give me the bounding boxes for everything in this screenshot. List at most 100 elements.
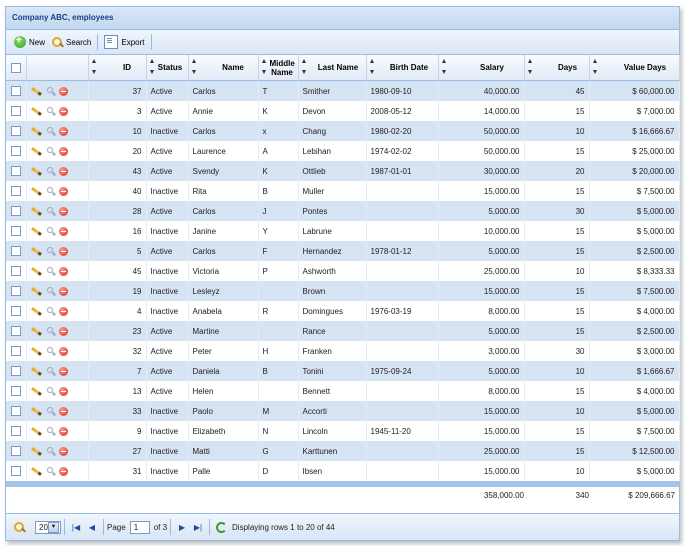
table-row[interactable]: 45 Inactive Victoria P Ashworth 25,000.00 10 $ … (6, 261, 680, 281)
delete-icon[interactable] (58, 286, 68, 296)
sort-icon[interactable] (369, 59, 375, 74)
row-checkbox[interactable] (10, 466, 21, 476)
sort-icon[interactable] (527, 59, 533, 74)
magnifier-icon[interactable] (46, 466, 56, 476)
table-row[interactable]: 37 Active Carlos T Smither 1980-09-10 40,000.0… (6, 80, 680, 101)
delete-icon[interactable] (58, 426, 68, 436)
delete-icon[interactable] (58, 406, 68, 416)
magnifier-icon[interactable] (46, 126, 56, 136)
select-all-header[interactable] (6, 55, 27, 81)
row-checkbox[interactable] (10, 186, 21, 196)
pencil-icon[interactable] (30, 366, 42, 376)
column-header-last-name[interactable]: Last Name (298, 55, 367, 81)
table-row[interactable]: 40 Inactive Rita B Muller 15,000.00 15 $ 7,500.… (6, 181, 680, 201)
magnifier-icon[interactable] (46, 226, 56, 236)
magnifier-icon[interactable] (46, 286, 56, 296)
delete-icon[interactable] (58, 306, 68, 316)
delete-icon[interactable] (58, 446, 68, 456)
first-page-button[interactable]: |◀ (71, 522, 81, 532)
row-checkbox[interactable] (10, 386, 21, 396)
magnifier-icon[interactable] (46, 246, 56, 256)
magnifier-icon[interactable] (46, 426, 56, 436)
table-row[interactable]: 43 Active Svendy K Ottlieb 1987-01-01 30,000.0… (6, 161, 680, 181)
row-checkbox[interactable] (10, 146, 21, 156)
row-checkbox[interactable] (10, 366, 21, 376)
sort-icon[interactable] (191, 59, 197, 74)
chevron-down-icon[interactable]: ▼ (48, 521, 59, 533)
magnifier-icon[interactable] (46, 326, 56, 336)
magnifier-icon[interactable] (46, 206, 56, 216)
page-number-input[interactable]: 1 (129, 520, 150, 534)
delete-icon[interactable] (58, 166, 68, 176)
magnifier-icon[interactable] (46, 366, 56, 376)
table-row[interactable]: 13 Active Helen Bennett 8,000.00 15 $ 4,000.00 (6, 381, 680, 401)
pencil-icon[interactable] (30, 146, 42, 156)
table-row[interactable]: 32 Active Peter H Franken 3,000.00 30 $ 3,000.0… (6, 341, 680, 361)
pager-search-button[interactable] (12, 520, 26, 534)
pencil-icon[interactable] (30, 86, 42, 96)
pencil-icon[interactable] (30, 446, 42, 456)
table-row[interactable]: 5 Active Carlos F Hernandez 1978-01-12 5,000.0… (6, 241, 680, 261)
delete-icon[interactable] (58, 346, 68, 356)
magnifier-icon[interactable] (46, 386, 56, 396)
pencil-icon[interactable] (30, 406, 42, 416)
sort-icon[interactable] (261, 59, 267, 74)
delete-icon[interactable] (58, 186, 68, 196)
export-button[interactable]: Export (101, 33, 147, 51)
last-page-button[interactable]: ▶| (193, 522, 203, 532)
column-header-status[interactable]: Status (146, 55, 189, 81)
magnifier-icon[interactable] (46, 186, 56, 196)
delete-icon[interactable] (58, 206, 68, 216)
delete-icon[interactable] (58, 266, 68, 276)
table-row[interactable]: 10 Inactive Carlos x Chang 1980-02-20 50,000.0… (6, 121, 680, 141)
row-checkbox[interactable] (10, 266, 21, 276)
refresh-button[interactable] (214, 520, 228, 534)
prev-page-button[interactable]: ◀ (88, 522, 96, 532)
table-row[interactable]: 9 Inactive Elizabeth N Lincoln 1945-11-20 15,0… (6, 421, 680, 441)
magnifier-icon[interactable] (46, 166, 56, 176)
pencil-icon[interactable] (30, 246, 42, 256)
row-checkbox[interactable] (10, 326, 21, 336)
table-row[interactable]: 20 Active Laurence A Lebihan 1974-02-02 50,000… (6, 141, 680, 161)
row-checkbox[interactable] (10, 86, 21, 96)
delete-icon[interactable] (58, 146, 68, 156)
magnifier-icon[interactable] (46, 266, 56, 276)
delete-icon[interactable] (58, 326, 68, 336)
delete-icon[interactable] (58, 386, 68, 396)
magnifier-icon[interactable] (46, 106, 56, 116)
pencil-icon[interactable] (30, 126, 42, 136)
pencil-icon[interactable] (30, 426, 42, 436)
magnifier-icon[interactable] (46, 146, 56, 156)
row-checkbox[interactable] (10, 446, 21, 456)
table-row[interactable]: 16 Inactive Janine Y Labrune 10,000.00 15 $ 5,0… (6, 221, 680, 241)
delete-icon[interactable] (58, 466, 68, 476)
pencil-icon[interactable] (30, 166, 42, 176)
table-row[interactable]: 4 Inactive Anabela R Domingues 1976-03-19 8,00… (6, 301, 680, 321)
delete-icon[interactable] (58, 246, 68, 256)
row-checkbox[interactable] (10, 426, 21, 436)
table-row[interactable]: 28 Active Carlos J Pontes 5,000.00 30 $ 5,000.0… (6, 201, 680, 221)
column-header-id[interactable]: ID (88, 55, 147, 81)
pencil-icon[interactable] (30, 226, 42, 236)
sort-icon[interactable] (91, 59, 97, 74)
column-header-days[interactable]: Days (524, 55, 590, 81)
sort-icon[interactable] (592, 59, 598, 74)
column-header-salary[interactable]: Salary (438, 55, 525, 81)
page-size-select[interactable]: 20 ▼ (35, 520, 61, 534)
row-checkbox[interactable] (10, 406, 21, 416)
table-row[interactable]: 19 Inactive Lesleyz Brown 15,000.00 15 $ 7,500… (6, 281, 680, 301)
pencil-icon[interactable] (30, 106, 42, 116)
pencil-icon[interactable] (30, 346, 42, 356)
magnifier-icon[interactable] (46, 86, 56, 96)
magnifier-icon[interactable] (46, 406, 56, 416)
row-checkbox[interactable] (10, 246, 21, 256)
table-row[interactable]: 23 Active Martine Rance 5,000.00 15 $ 2,500.00 (6, 321, 680, 341)
sort-icon[interactable] (441, 59, 447, 74)
column-header-name[interactable]: Name (188, 55, 259, 81)
sort-icon[interactable] (301, 59, 307, 74)
table-row[interactable]: 33 Inactive Paolo M Accorti 15,000.00 10 $ 5,00… (6, 401, 680, 421)
row-checkbox[interactable] (10, 346, 21, 356)
sort-icon[interactable] (149, 59, 155, 74)
search-button[interactable]: Search (48, 33, 94, 51)
delete-icon[interactable] (58, 86, 68, 96)
